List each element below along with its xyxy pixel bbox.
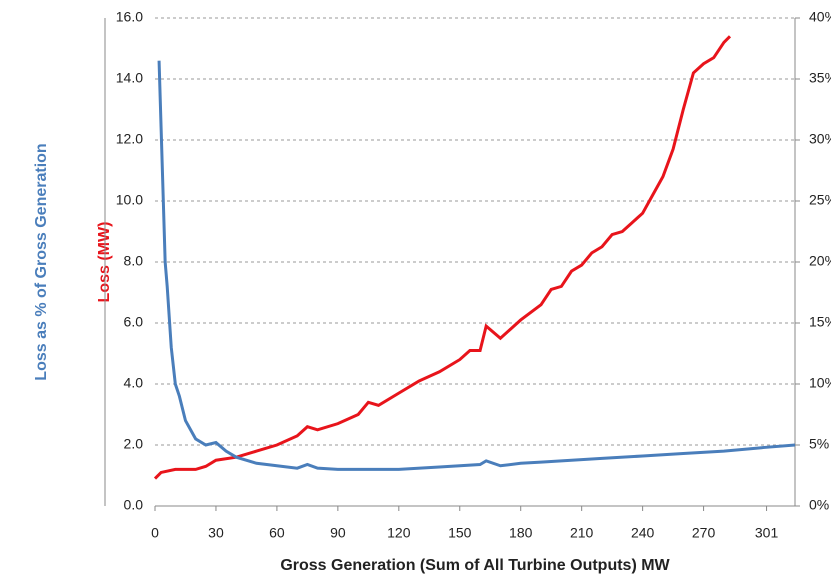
y2-tick-label: 20% bbox=[809, 253, 831, 269]
y-tick-label: 4.0 bbox=[124, 375, 144, 391]
x-tick-label: 0 bbox=[151, 525, 159, 541]
y2-tick-label: 30% bbox=[809, 131, 831, 147]
y-tick-label: 10.0 bbox=[116, 192, 143, 208]
series-line bbox=[153, 35, 732, 480]
y-tick-label: 12.0 bbox=[116, 131, 143, 147]
x-tick-label: 90 bbox=[330, 525, 346, 541]
y2-tick-label: 40% bbox=[809, 9, 831, 25]
x-tick-label: 180 bbox=[509, 525, 533, 541]
y2-tick-label: 15% bbox=[809, 314, 831, 330]
y2-tick-label: 10% bbox=[809, 375, 831, 391]
y-tick-label: 14.0 bbox=[116, 70, 143, 86]
y-tick-label: 6.0 bbox=[124, 314, 144, 330]
x-tick-label: 150 bbox=[448, 525, 472, 541]
y-tick-label: 8.0 bbox=[124, 253, 144, 269]
x-tick-label: 240 bbox=[631, 525, 655, 541]
y2-tick-label: 0% bbox=[809, 497, 829, 513]
x-tick-label: 30 bbox=[208, 525, 224, 541]
x-tick-label: 270 bbox=[692, 525, 716, 541]
x-tick-label: 210 bbox=[570, 525, 594, 541]
x-axis-label: Gross Generation (Sum of All Turbine Out… bbox=[280, 557, 670, 574]
y-tick-label: 0.0 bbox=[124, 497, 144, 513]
y2-axis-label: Loss as % of Gross Generation bbox=[33, 143, 50, 380]
y-tick-label: 16.0 bbox=[116, 9, 143, 25]
y2-tick-label: 25% bbox=[809, 192, 831, 208]
y2-tick-label: 35% bbox=[809, 70, 831, 86]
x-tick-label: 120 bbox=[387, 525, 411, 541]
x-tick-label: 301 bbox=[755, 525, 779, 541]
y2-tick-label: 5% bbox=[809, 436, 829, 452]
series-line bbox=[157, 60, 796, 471]
x-tick-label: 60 bbox=[269, 525, 285, 541]
y-tick-label: 2.0 bbox=[124, 436, 144, 452]
